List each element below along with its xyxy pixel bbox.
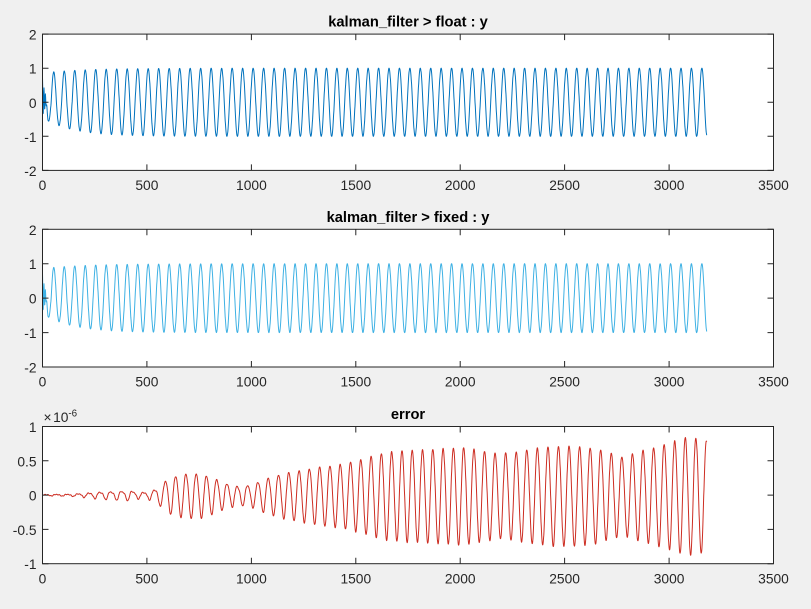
svg-text:1: 1 bbox=[29, 62, 37, 77]
svg-text:1500: 1500 bbox=[340, 178, 371, 193]
svg-text:3000: 3000 bbox=[654, 178, 685, 193]
svg-text:3500: 3500 bbox=[758, 571, 789, 586]
svg-text:-0.5: -0.5 bbox=[13, 523, 37, 538]
svg-text:500: 500 bbox=[135, 375, 158, 390]
svg-text:-1: -1 bbox=[24, 130, 36, 145]
svg-text:2500: 2500 bbox=[549, 571, 580, 586]
svg-text:1500: 1500 bbox=[340, 571, 371, 586]
svg-text:1500: 1500 bbox=[340, 375, 371, 390]
svg-text:2000: 2000 bbox=[445, 375, 476, 390]
svg-text:3500: 3500 bbox=[758, 375, 789, 390]
svg-text:500: 500 bbox=[135, 571, 158, 586]
svg-text:error: error bbox=[391, 407, 426, 423]
svg-text:1000: 1000 bbox=[236, 571, 267, 586]
svg-text:3000: 3000 bbox=[654, 571, 685, 586]
svg-text:-1: -1 bbox=[24, 557, 36, 572]
svg-text:0: 0 bbox=[39, 571, 47, 586]
svg-text:1: 1 bbox=[29, 420, 37, 435]
svg-text:0: 0 bbox=[29, 96, 37, 111]
svg-text:-2: -2 bbox=[24, 164, 36, 179]
svg-text:0: 0 bbox=[29, 489, 37, 504]
svg-text:1000: 1000 bbox=[236, 178, 267, 193]
svg-text:3500: 3500 bbox=[758, 178, 789, 193]
svg-text:kalman_filter > float : y: kalman_filter > float : y bbox=[328, 15, 488, 31]
svg-text:-1: -1 bbox=[24, 326, 36, 341]
svg-text:0: 0 bbox=[29, 292, 37, 307]
svg-text:0: 0 bbox=[39, 375, 47, 390]
svg-text:2000: 2000 bbox=[445, 178, 476, 193]
svg-text:2500: 2500 bbox=[549, 375, 580, 390]
svg-text:3000: 3000 bbox=[654, 375, 685, 390]
svg-text:-2: -2 bbox=[24, 361, 36, 376]
svg-text:2000: 2000 bbox=[445, 571, 476, 586]
svg-text:1: 1 bbox=[29, 257, 37, 272]
svg-text:2500: 2500 bbox=[549, 178, 580, 193]
svg-text:1000: 1000 bbox=[236, 375, 267, 390]
svg-text:2: 2 bbox=[29, 223, 37, 238]
svg-text:500: 500 bbox=[135, 178, 158, 193]
svg-text:0: 0 bbox=[39, 178, 47, 193]
svg-text:0.5: 0.5 bbox=[17, 454, 37, 469]
svg-text:2: 2 bbox=[29, 28, 37, 43]
svg-text:kalman_filter > fixed : y: kalman_filter > fixed : y bbox=[327, 210, 491, 226]
